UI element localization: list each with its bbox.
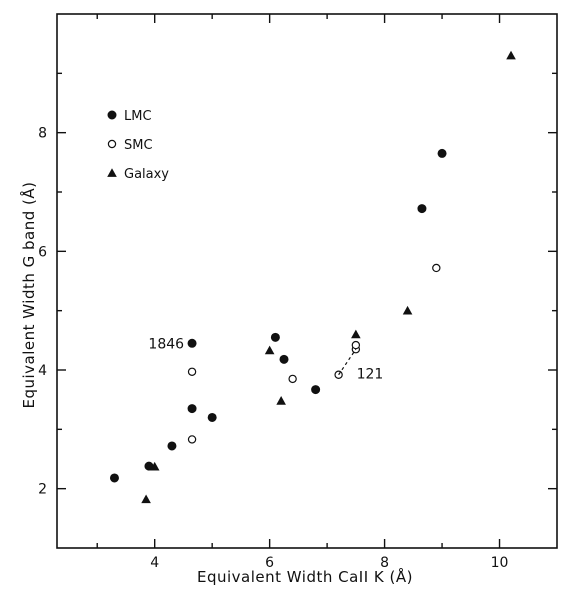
lmc-point [311,385,321,395]
smc-point [432,263,441,273]
smc-point [187,435,197,444]
legend-marker-smc [107,139,117,149]
y-tick-label: 6 [38,244,47,260]
y-axis-title: Equivalent Width G band (Å) [19,181,38,408]
x-tick-label: 8 [380,555,389,571]
lmc-point [437,148,447,158]
galaxy-point [402,305,413,315]
lmc-point [279,354,289,364]
lmc-point [109,473,119,483]
galaxy-point [506,50,516,60]
y-tick-label: 4 [38,363,47,379]
lmc-point [167,441,177,451]
lmc-point [270,332,280,342]
x-tick-label: 6 [265,555,274,571]
x-tick-label: 10 [491,555,509,571]
smc-point [288,374,297,384]
y-tick-label: 8 [38,126,47,142]
annotation-label: 1846 [148,336,184,352]
annotation-connector [338,348,357,376]
legend-marker-lmc [107,110,117,120]
legend-marker-galaxy [107,168,117,177]
galaxy-point [264,345,275,355]
y-tick-label: 2 [38,482,47,498]
smc-point [351,340,361,350]
legend-label-galaxy: Galaxy [124,167,169,182]
x-tick-label: 4 [150,555,159,571]
lmc-point [187,404,197,414]
plot-frame [56,13,558,549]
galaxy-point [149,461,160,471]
annotation-label: 121 [357,367,384,383]
galaxy-point [351,329,361,339]
lmc-point [187,338,197,348]
x-axis-title: Equivalent Width CaII K (Å) [197,567,413,586]
lmc-point [417,204,427,214]
legend-label-lmc: LMC [124,109,152,124]
lmc-point [207,412,217,422]
legend-label-smc: SMC [124,138,153,153]
galaxy-point [141,494,151,504]
galaxy-point [276,396,286,405]
smc-point [187,367,197,376]
